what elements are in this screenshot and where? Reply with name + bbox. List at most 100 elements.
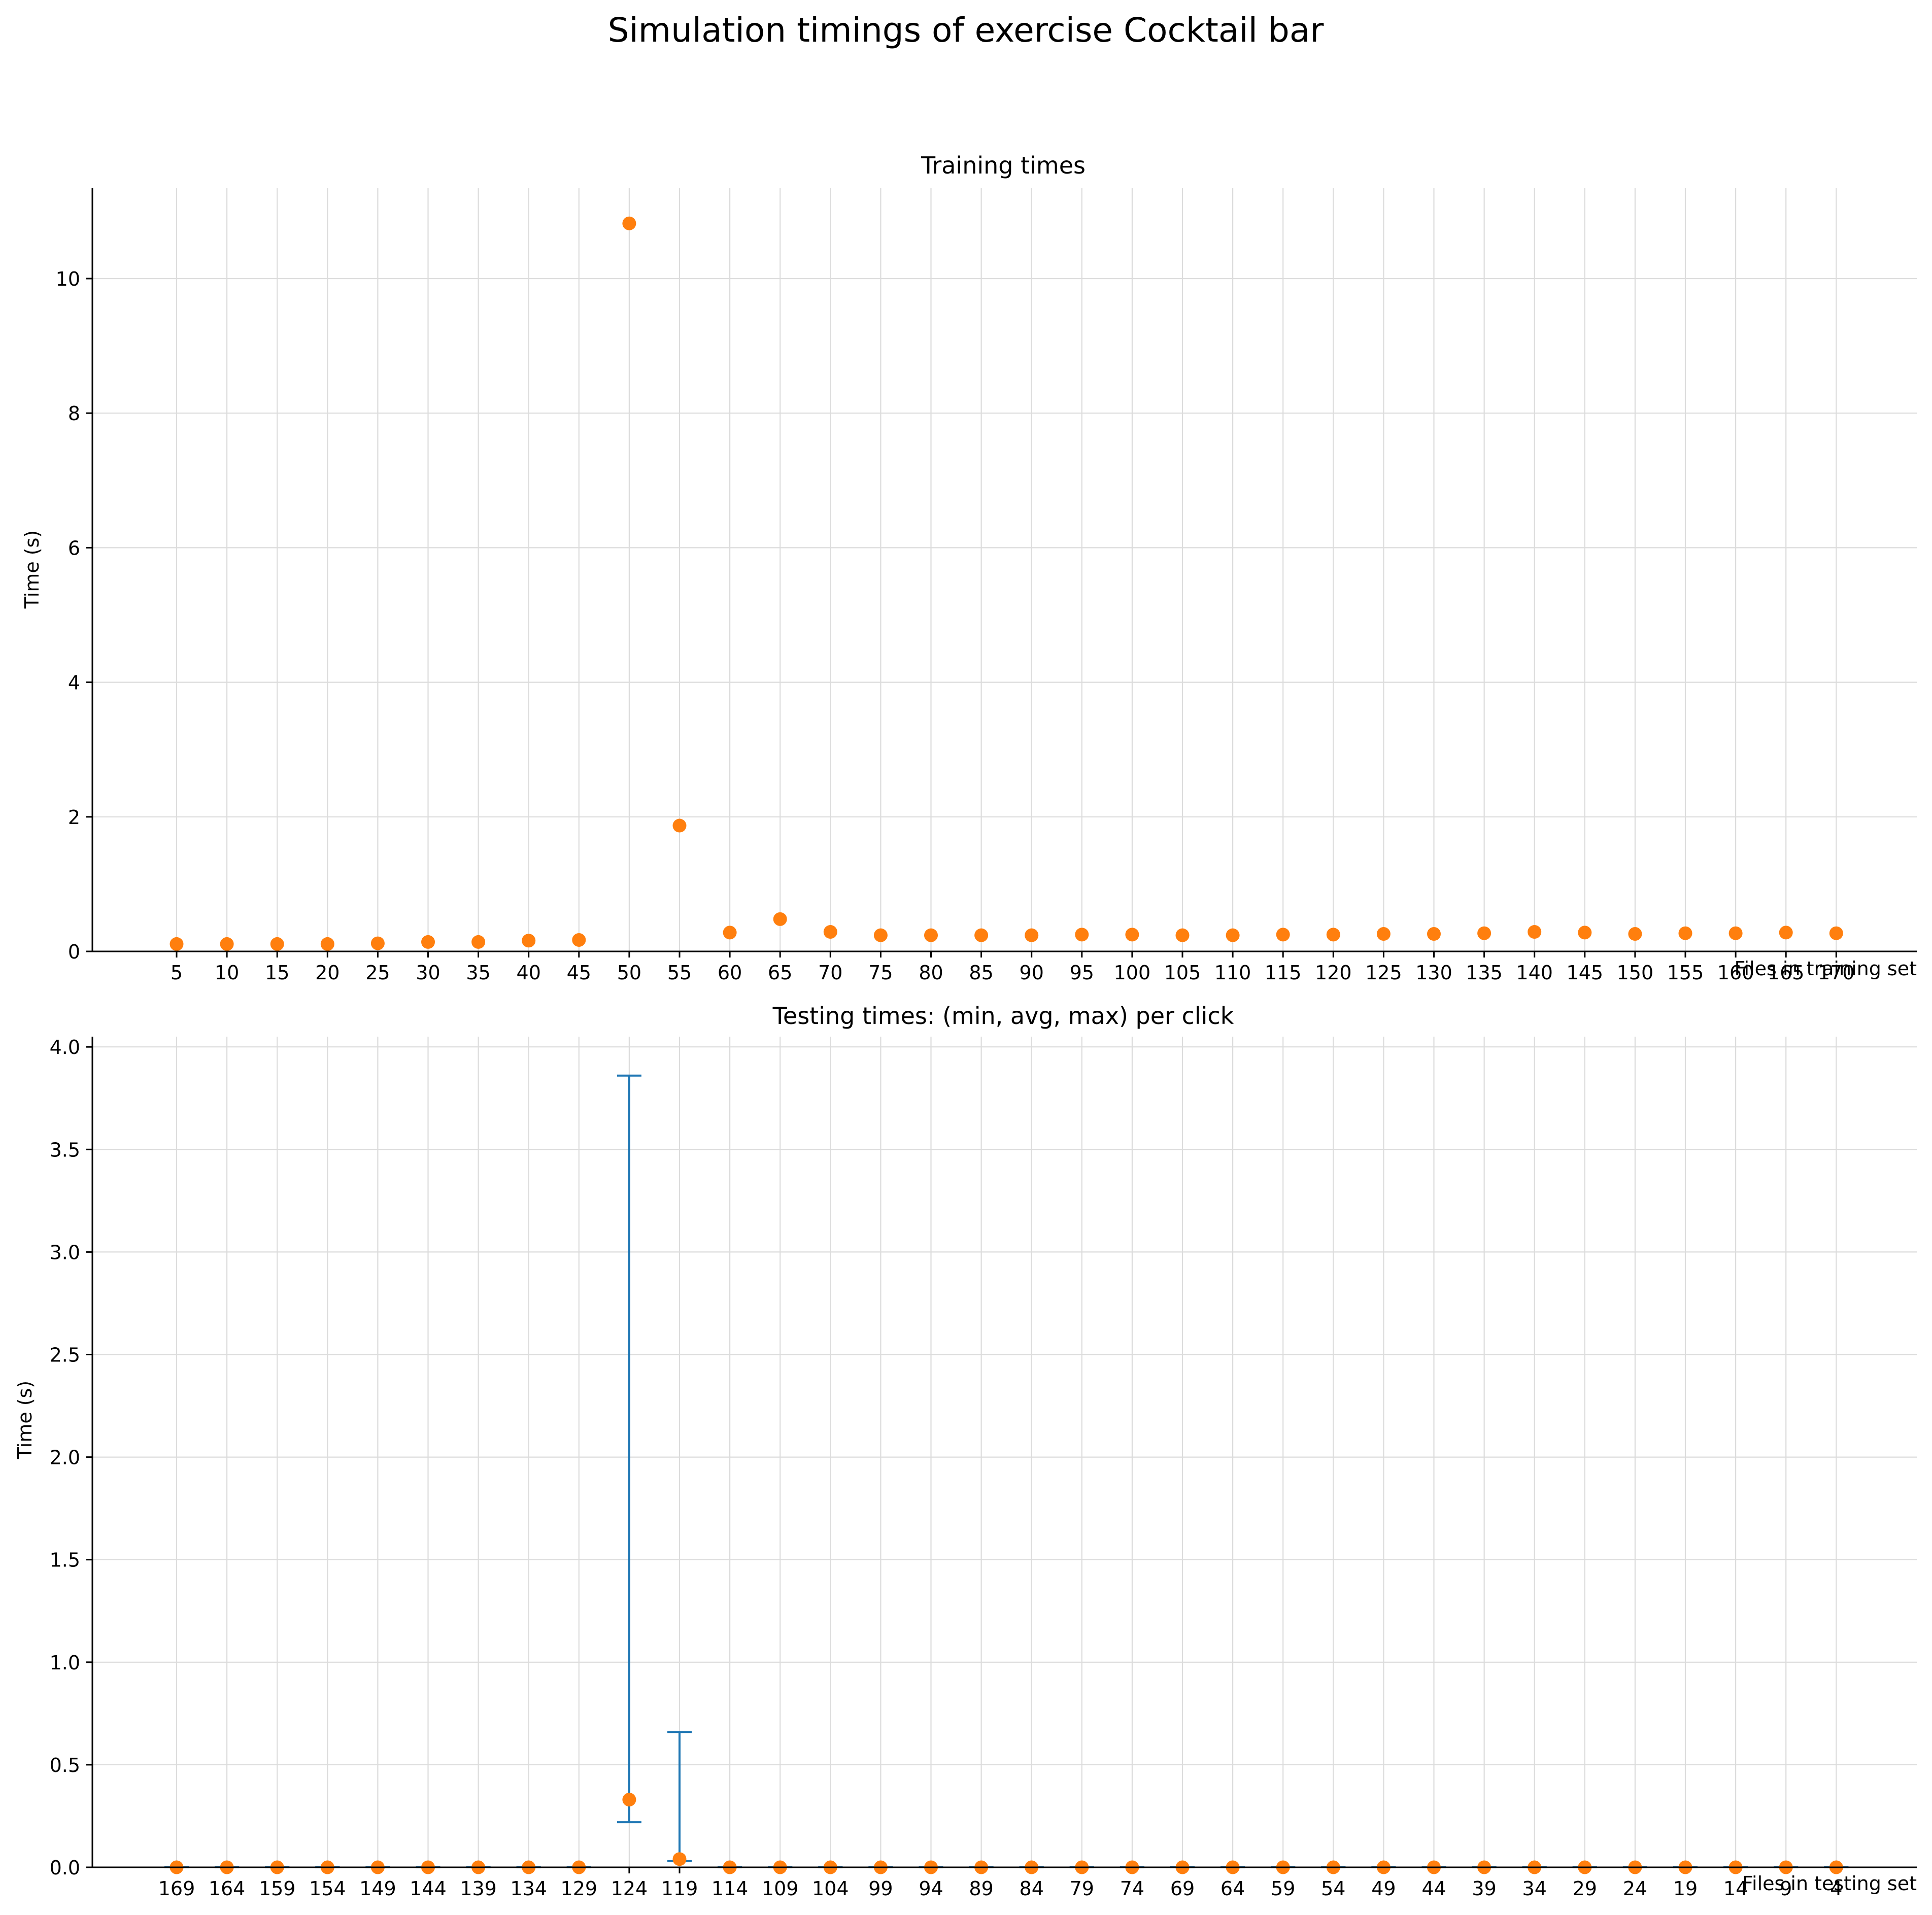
testing-ytick-label-3-5: 3.5 [50,1139,80,1161]
training-ytick-label-6: 6 [68,537,80,559]
testing-xtick-label-124: 124 [611,1877,648,1900]
training-xtick-label-5: 5 [171,962,183,984]
training-point-75 [873,928,888,942]
training-xtick-label-60: 60 [718,962,742,984]
training-point-55 [672,818,687,833]
testing-xtick-label-49: 49 [1371,1877,1396,1900]
testing-x-axis-label: Files in testing set [1742,1872,1917,1895]
training-xtick-label-125: 125 [1365,962,1402,984]
testing-points [170,1793,1843,1874]
training-point-170 [1829,926,1843,940]
training-point-60 [723,926,737,940]
training-ytick-label-2: 2 [68,806,80,829]
training-point-10 [220,937,234,951]
training-xtick-label-95: 95 [1070,962,1094,984]
training-point-20 [320,937,334,951]
testing-xtick-label-94: 94 [919,1877,943,1900]
testing-xtick-label-119: 119 [661,1877,698,1900]
testing-subplot-title: Testing times: (min, avg, max) per click [772,1002,1234,1030]
testing-xtick-label-79: 79 [1070,1877,1094,1900]
testing-xtick-label-139: 139 [460,1877,497,1900]
training-point-130 [1427,927,1441,941]
training-xtick-label-65: 65 [768,962,792,984]
training-xtick-label-20: 20 [315,962,340,984]
training-point-135 [1477,926,1492,940]
testing-xtick-label-159: 159 [259,1877,296,1900]
training-xtick-label-70: 70 [818,962,842,984]
training-point-140 [1528,925,1542,939]
testing-errorbar-124 [617,1074,641,1824]
training-point-30 [421,935,435,949]
training-point-115 [1276,928,1290,942]
testing-ytick-label-0-0: 0.0 [50,1857,80,1879]
training-point-160 [1728,926,1743,940]
training-point-90 [1025,928,1039,942]
testing-xtick-label-24: 24 [1623,1877,1647,1900]
testing-xtick-label-104: 104 [812,1877,849,1900]
testing-xtick-label-59: 59 [1271,1877,1295,1900]
testing-times-panel: Testing times: (min, avg, max) per click… [14,1002,1917,1900]
training-point-45 [572,933,586,947]
testing-xtick-label-39: 39 [1472,1877,1496,1900]
training-point-165 [1779,926,1793,940]
training-subplot-title: Training times [921,152,1086,179]
training-xtick-label-150: 150 [1617,962,1654,984]
testing-xtick-label-14: 14 [1723,1877,1748,1900]
training-point-5 [170,937,184,951]
training-xtick-label-130: 130 [1415,962,1452,984]
training-ytick-label-10: 10 [56,268,80,290]
training-xtick-label-100: 100 [1114,962,1151,984]
testing-xtick-label-99: 99 [868,1877,893,1900]
testing-ytick-label-1-5: 1.5 [50,1549,80,1571]
testing-ytick-label-3-0: 3.0 [50,1241,80,1263]
testing-xtick-label-129: 129 [561,1877,598,1900]
training-xtick-label-165: 165 [1768,962,1805,984]
testing-xtick-label-134: 134 [510,1877,547,1900]
training-point-15 [270,937,284,951]
training-y-axis-label: Time (s) [21,530,43,609]
training-times-panel: Training times Time (s) Files in trainin… [21,152,1917,984]
training-xtick-label-140: 140 [1516,962,1553,984]
training-xtick-label-135: 135 [1466,962,1503,984]
testing-grid [92,1037,1917,1867]
training-point-85 [974,928,989,942]
training-point-65 [773,912,787,926]
training-xtick-label-155: 155 [1667,962,1704,984]
training-ytick-label-4: 4 [68,672,80,694]
testing-ytick-label-0-5: 0.5 [50,1754,80,1776]
training-xtick-label-40: 40 [517,962,541,984]
training-xtick-label-80: 80 [919,962,943,984]
testing-xtick-label-9: 9 [1780,1877,1792,1900]
testing-ytick-label-4-0: 4.0 [50,1036,80,1058]
training-point-155 [1678,926,1692,940]
training-xtick-label-25: 25 [365,962,390,984]
training-point-110 [1226,928,1240,942]
training-xtick-label-75: 75 [868,962,893,984]
testing-xtick-label-64: 64 [1221,1877,1245,1900]
testing-xtick-label-69: 69 [1170,1877,1195,1900]
testing-xtick-label-154: 154 [309,1877,346,1900]
training-xtick-label-10: 10 [215,962,239,984]
training-point-105 [1175,928,1190,942]
training-point-100 [1125,928,1139,942]
training-point-40 [522,934,536,948]
training-ytick-label-8: 8 [68,402,80,425]
training-xtick-label-105: 105 [1164,962,1201,984]
testing-xtick-label-164: 164 [209,1877,246,1900]
testing-xtick-label-149: 149 [359,1877,396,1900]
training-points [170,216,1843,951]
training-point-25 [370,936,385,950]
testing-xtick-label-89: 89 [969,1877,993,1900]
training-xtick-label-115: 115 [1265,962,1302,984]
testing-point-124 [622,1793,636,1807]
training-xtick-label-15: 15 [265,962,289,984]
training-x-axis-label: Files in training set [1734,958,1917,980]
testing-xtick-label-74: 74 [1120,1877,1144,1900]
training-xtick-label-110: 110 [1214,962,1251,984]
training-point-35 [471,935,486,949]
training-point-145 [1578,926,1592,940]
testing-xtick-label-44: 44 [1421,1877,1446,1900]
training-xtick-label-50: 50 [617,962,641,984]
testing-xtick-label-144: 144 [410,1877,447,1900]
